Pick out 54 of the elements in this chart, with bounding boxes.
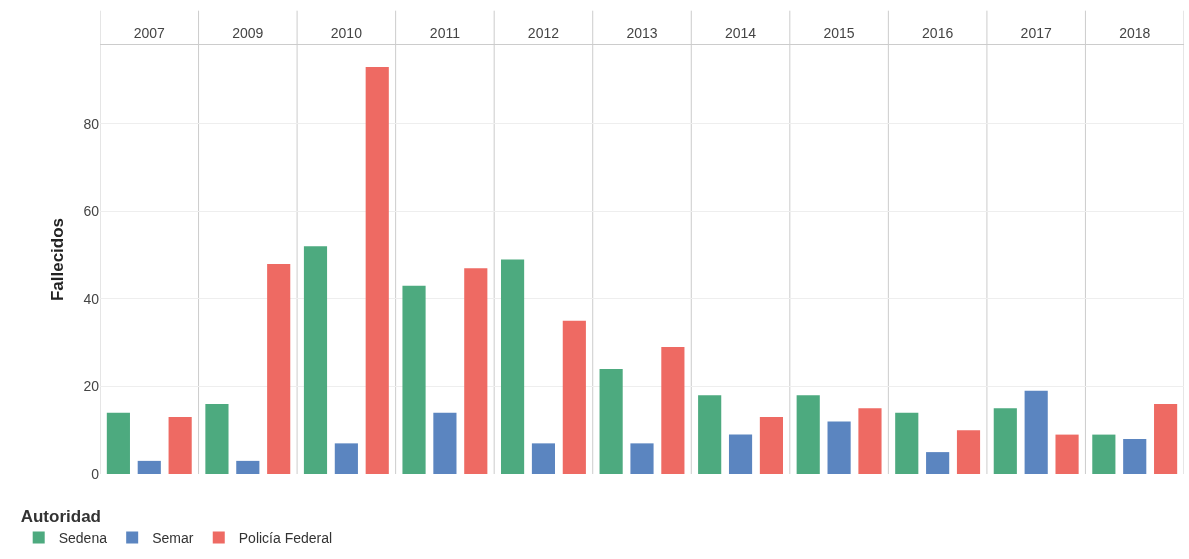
bar xyxy=(433,412,457,474)
bar xyxy=(1055,434,1079,474)
x-tick-label: 2018 xyxy=(1119,25,1151,42)
bar xyxy=(630,443,654,474)
bar xyxy=(303,246,328,474)
y-tick-label: 60 xyxy=(83,203,100,220)
bar xyxy=(993,408,1017,474)
x-tick-label: 2010 xyxy=(330,25,363,42)
y-tick-label: 40 xyxy=(83,290,100,307)
legend-label: Sedena xyxy=(58,529,108,546)
bar xyxy=(827,421,851,474)
bar xyxy=(106,412,130,474)
bar xyxy=(334,443,358,474)
x-tick-label: 2016 xyxy=(922,25,954,42)
x-tick-label: 2017 xyxy=(1020,25,1052,42)
bar xyxy=(168,417,192,474)
bar xyxy=(402,285,426,474)
bar xyxy=(796,395,820,474)
bar xyxy=(1024,390,1048,474)
bar xyxy=(137,460,161,474)
x-tick-label: 2009 xyxy=(232,25,264,42)
bar xyxy=(236,460,260,474)
x-tick-label: 2013 xyxy=(626,25,658,42)
bar xyxy=(926,452,950,474)
bar xyxy=(501,259,525,474)
x-tick-label: 2014 xyxy=(724,25,757,42)
y-tick-label: 20 xyxy=(83,378,100,395)
y-tick-label: 0 xyxy=(91,465,100,482)
bar xyxy=(728,434,753,474)
x-tick-label: 2015 xyxy=(823,25,855,42)
bar xyxy=(267,263,291,474)
bar xyxy=(562,320,586,474)
bar xyxy=(698,395,722,474)
bar xyxy=(661,347,685,474)
bar xyxy=(531,443,556,474)
bar xyxy=(205,403,229,474)
bar xyxy=(1123,438,1147,474)
bar xyxy=(858,408,882,474)
bar xyxy=(956,430,981,474)
y-tick-label: 80 xyxy=(83,115,100,132)
bar xyxy=(365,66,389,474)
legend-label: Semar xyxy=(152,529,194,546)
x-tick-label: 2011 xyxy=(429,25,461,42)
bar xyxy=(759,417,783,474)
legend-title: Autoridad xyxy=(20,506,101,526)
bar xyxy=(599,368,623,474)
bar xyxy=(464,268,488,474)
x-tick-label: 2012 xyxy=(527,25,560,42)
bar xyxy=(895,412,919,474)
y-axis-title: Fallecidos xyxy=(47,217,67,302)
bar xyxy=(1092,434,1116,474)
x-tick-label: 2007 xyxy=(133,25,166,42)
legend-label: Policía Federal xyxy=(238,529,333,546)
bar xyxy=(1154,403,1178,474)
